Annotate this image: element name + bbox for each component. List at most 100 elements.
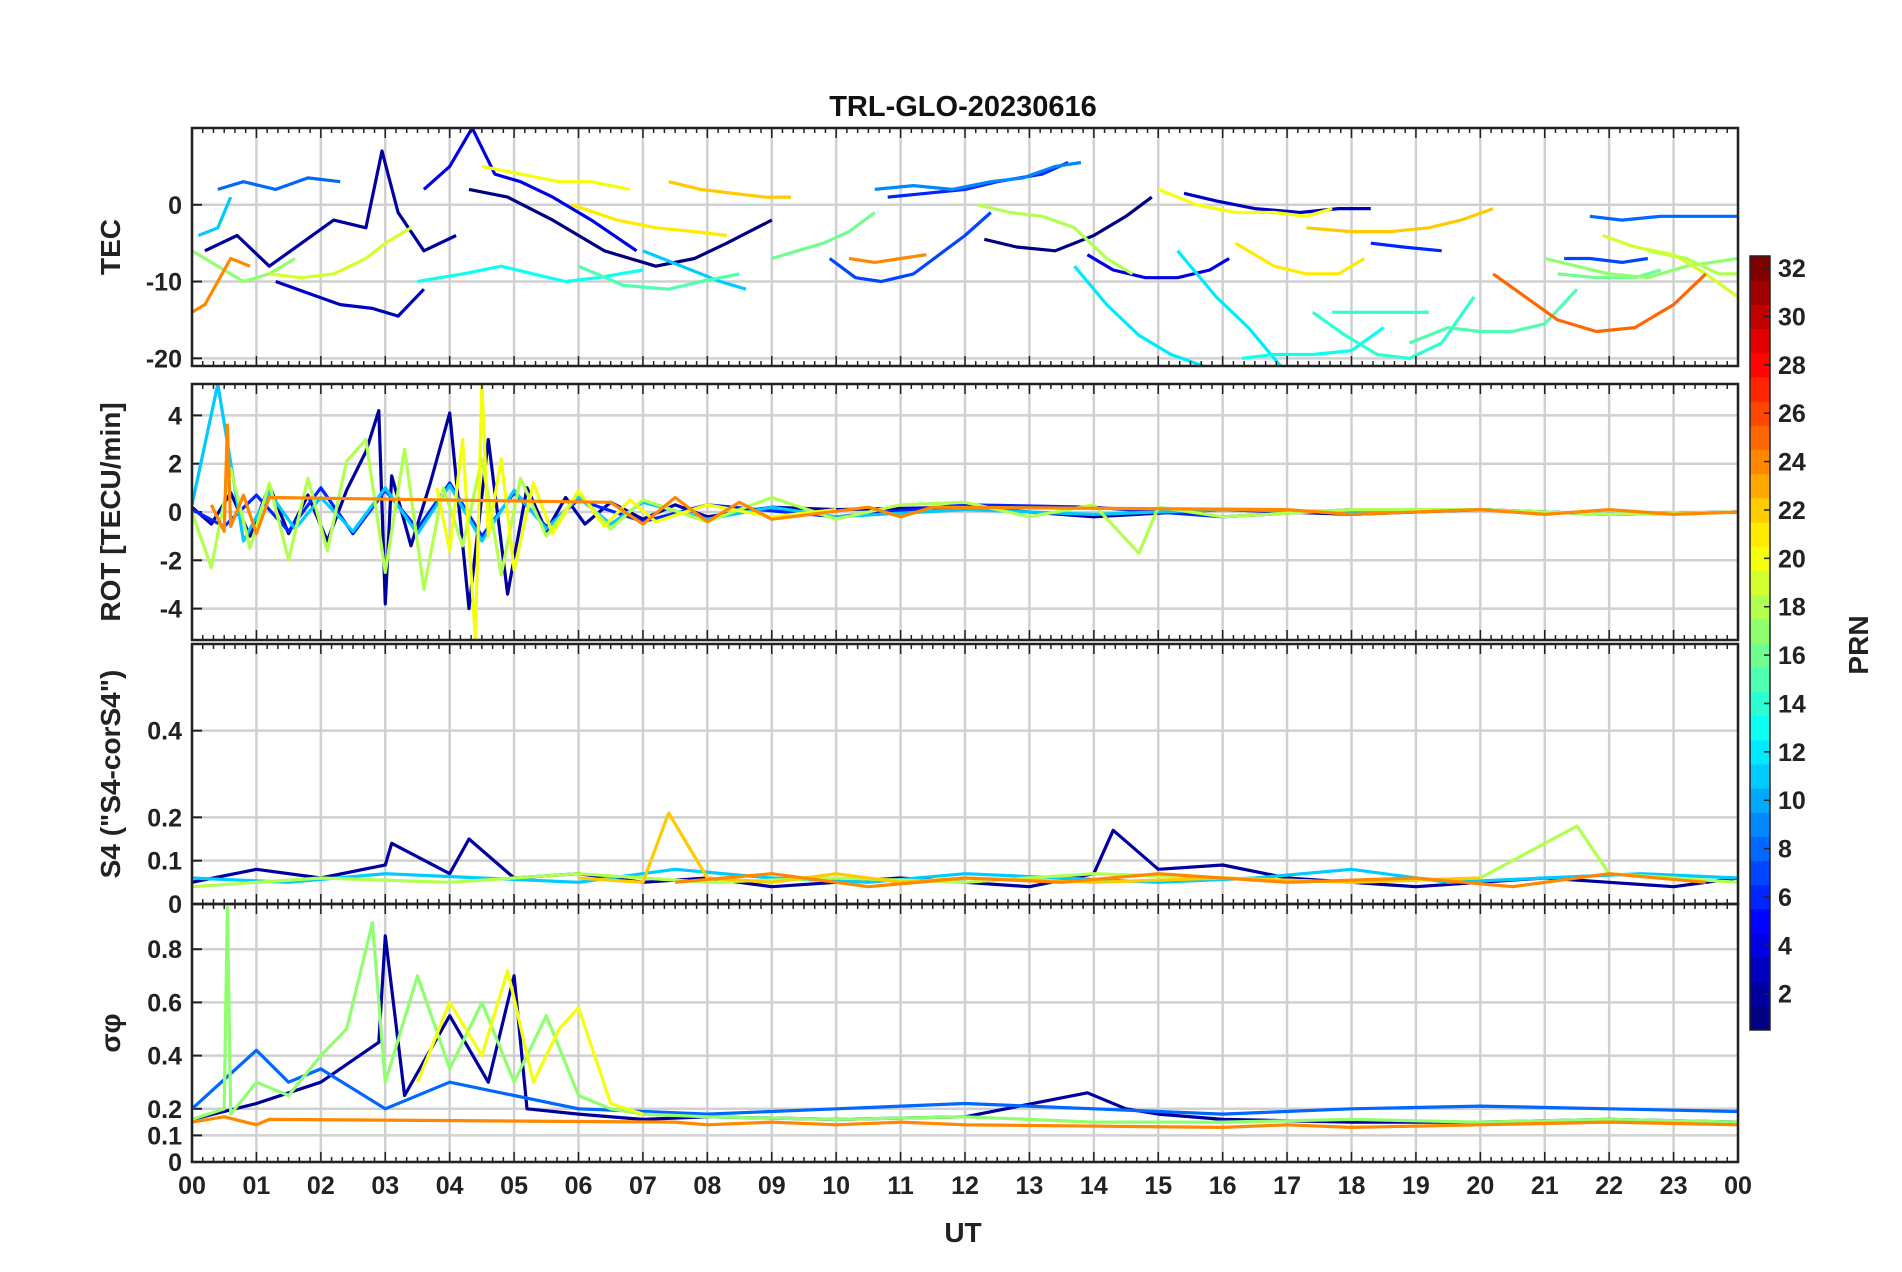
colorbar-frame [1749, 255, 1771, 1031]
colorbar-cell [1750, 304, 1770, 330]
series-line-prn-7 [828, 211, 992, 284]
series-line-prn-18 [192, 437, 1738, 591]
colorbar-tick-label: 18 [1778, 594, 1806, 622]
colorbar-cell [1750, 618, 1770, 644]
series-group [192, 384, 1738, 640]
figure-title: TRL-GLO-20230616 [829, 91, 1097, 123]
series-line-prn-13 [417, 264, 644, 284]
series-line-prn-20 [481, 164, 631, 191]
colorbar-cell [1750, 473, 1770, 499]
colorbar-cell [1750, 667, 1770, 692]
colorbar-cell [1750, 449, 1770, 475]
y-tick-label: 4 [168, 402, 182, 430]
series-line-prn-22 [1306, 207, 1494, 234]
colorbar-cell [1750, 788, 1770, 813]
colorbar-cell [1750, 522, 1770, 547]
series-line-prn-18 [977, 203, 1134, 276]
x-tick-label: 21 [1531, 1172, 1559, 1200]
series-line-prn-21 [571, 203, 727, 238]
colorbar-cell [1750, 763, 1770, 789]
colorbar-tick-label: 16 [1778, 642, 1806, 670]
x-tick-label: 05 [500, 1172, 528, 1200]
y-tick-label: 0 [168, 1149, 182, 1177]
colorbar-cell [1750, 401, 1770, 426]
x-tick-label: 16 [1209, 1172, 1237, 1200]
series-line-prn-20 [416, 968, 644, 1116]
series-line-prn-12 [1176, 249, 1282, 366]
colorbar-tick-label: 32 [1778, 255, 1806, 283]
series-line-prn-6 [1370, 241, 1442, 253]
series-line-prn-19 [1602, 233, 1738, 299]
x-tick-label: 06 [565, 1172, 593, 1200]
colorbar-tick-label: 8 [1778, 836, 1792, 864]
colorbar-tick-label: 6 [1778, 884, 1792, 912]
colorbar-cell [1750, 594, 1770, 620]
series-line-prn-1 [983, 195, 1153, 253]
series-line-prn-24 [192, 256, 251, 314]
series-line-prn-22 [668, 180, 792, 199]
series-line-prn-2 [204, 149, 457, 268]
y-tick-label: -2 [160, 547, 182, 575]
y-axis-label: ROT [TECU/min] [95, 402, 126, 621]
y-tick-label: 2 [168, 451, 182, 479]
x-tick-label: 07 [629, 1172, 657, 1200]
x-tick-label: 14 [1080, 1172, 1108, 1200]
colorbar-tick-label: 28 [1778, 352, 1806, 380]
x-tick-label: 04 [436, 1172, 464, 1200]
x-tick-label: 00 [1724, 1172, 1752, 1200]
series-line-prn-20 [435, 384, 837, 640]
colorbar-cell [1750, 812, 1770, 837]
colorbar-cell [1750, 546, 1770, 571]
colorbar-cell [1750, 957, 1770, 983]
x-tick-label: 22 [1595, 1172, 1623, 1200]
colorbar-cell [1750, 1005, 1770, 1031]
x-tick-label: 12 [951, 1172, 979, 1200]
series-line-prn-9 [874, 160, 1082, 191]
x-tick-label: 11 [887, 1172, 914, 1200]
y-tick-label: 0 [168, 891, 182, 919]
colorbar-tick-label: 2 [1778, 981, 1792, 1009]
y-tick-label: -20 [146, 345, 182, 373]
series-line-prn-14 [1311, 295, 1476, 360]
series-group [192, 811, 1738, 889]
panel-sigma_phi: 0.8 0.6 0.4 0.20.10 σφ [95, 902, 1740, 1177]
series-group [192, 904, 1738, 1130]
y-tick-label: 0.2 [147, 1096, 182, 1124]
colorbar-tick-label: 14 [1778, 690, 1806, 718]
colorbar-tick-label: 10 [1778, 787, 1806, 815]
colorbar-tick-label: 30 [1778, 303, 1806, 331]
y-tick-label: -10 [146, 269, 182, 297]
panel-TEC: 0 -10 -20 TEC [95, 126, 1740, 373]
x-tick-label: 01 [243, 1172, 271, 1200]
y-axis-label: S4 ("S4-corS4") [95, 670, 126, 879]
series-line-prn-24 [192, 1115, 1738, 1130]
x-tick-label: 00 [178, 1172, 206, 1200]
series-line-prn-15 [577, 264, 740, 291]
colorbar-cell [1750, 570, 1770, 596]
colorbar-cell [1750, 280, 1770, 305]
series-line-prn-12 [1073, 265, 1204, 366]
x-tick-label: 20 [1466, 1172, 1494, 1200]
series-line-prn-4 [422, 128, 638, 253]
series-line-prn-18 [1647, 249, 1738, 276]
series-group [192, 128, 1738, 366]
y-tick-label: 0.8 [147, 936, 182, 964]
colorbar-label: PRN [1843, 615, 1874, 674]
colorbar-tick-label: 22 [1778, 497, 1806, 525]
x-tick-label: 19 [1402, 1172, 1430, 1200]
y-tick-label: 0.2 [147, 804, 182, 832]
x-tick-label: 10 [822, 1172, 850, 1200]
series-line-prn-7 [1564, 256, 1649, 264]
y-tick-label: -4 [160, 596, 182, 624]
colorbar-cell [1750, 909, 1770, 934]
colorbar-cell [1750, 739, 1770, 765]
series-line-prn-21 [1234, 241, 1366, 276]
y-tick-label: 0.1 [147, 1122, 182, 1150]
colorbar-tick-label: 12 [1778, 739, 1806, 767]
y-axis-label: TEC [95, 219, 126, 275]
series-line-prn-8 [217, 176, 341, 191]
colorbar-cell [1750, 691, 1770, 717]
